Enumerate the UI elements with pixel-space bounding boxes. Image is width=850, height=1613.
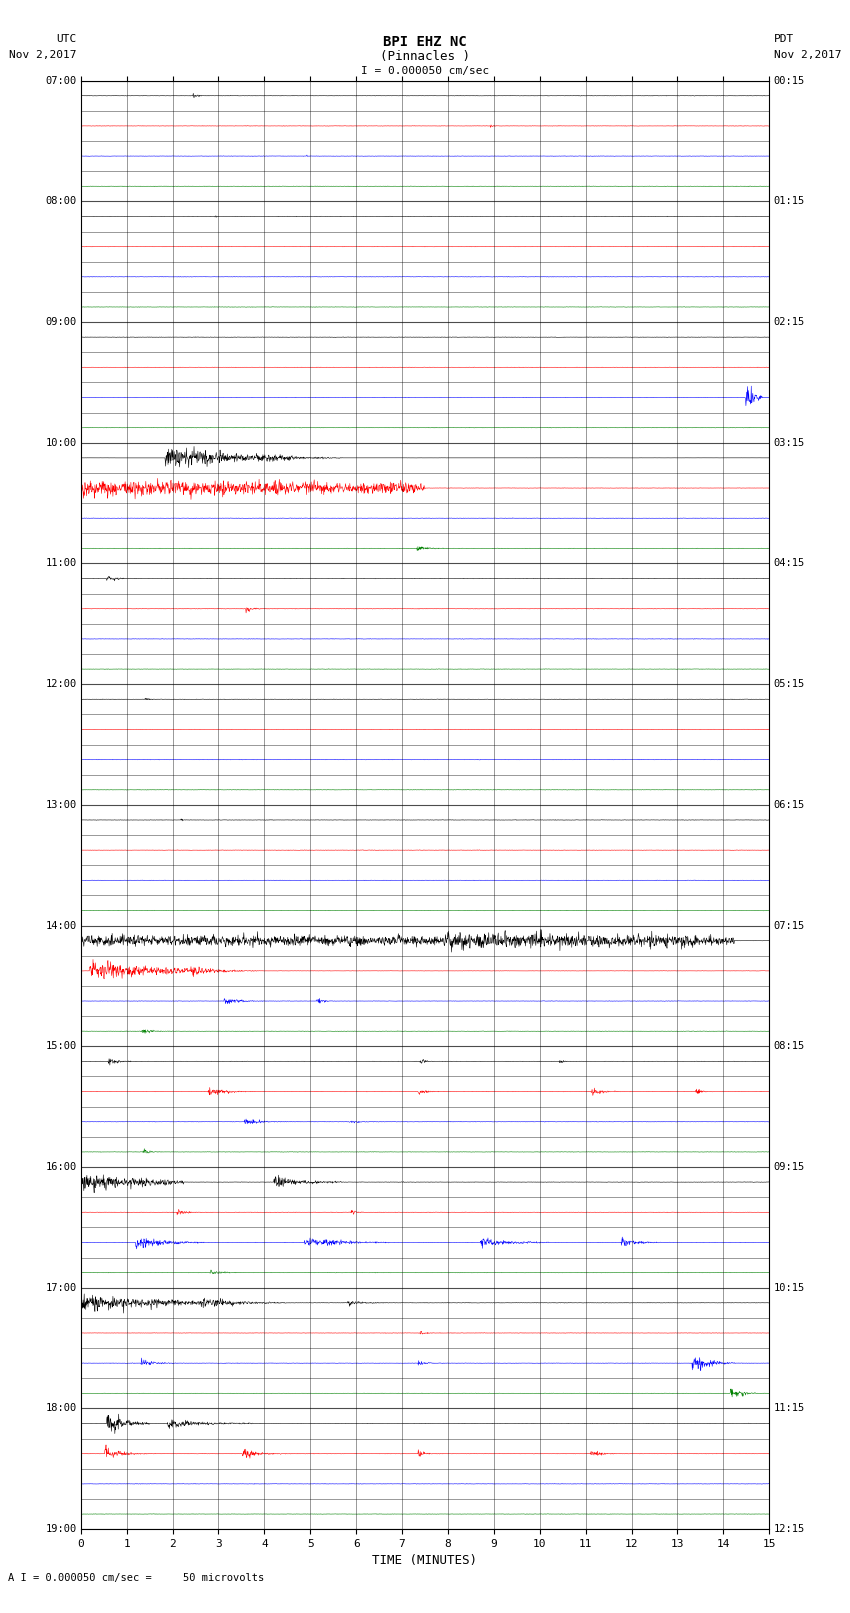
Text: BPI EHZ NC: BPI EHZ NC <box>383 35 467 48</box>
Text: 13:00: 13:00 <box>45 800 76 810</box>
Text: 06:15: 06:15 <box>774 800 805 810</box>
Text: Nov 2,2017: Nov 2,2017 <box>9 50 76 60</box>
Text: 02:15: 02:15 <box>774 318 805 327</box>
Text: 07:00: 07:00 <box>45 76 76 85</box>
Text: Nov 2,2017: Nov 2,2017 <box>774 50 841 60</box>
Text: 17:00: 17:00 <box>45 1282 76 1292</box>
Text: 08:00: 08:00 <box>45 197 76 206</box>
Text: 12:15: 12:15 <box>774 1524 805 1534</box>
X-axis label: TIME (MINUTES): TIME (MINUTES) <box>372 1555 478 1568</box>
Text: PDT: PDT <box>774 34 794 44</box>
Text: 15:00: 15:00 <box>45 1042 76 1052</box>
Text: 10:00: 10:00 <box>45 437 76 448</box>
Text: 12:00: 12:00 <box>45 679 76 689</box>
Text: A I = 0.000050 cm/sec =     50 microvolts: A I = 0.000050 cm/sec = 50 microvolts <box>8 1573 264 1582</box>
Text: 19:00: 19:00 <box>45 1524 76 1534</box>
Text: 10:15: 10:15 <box>774 1282 805 1292</box>
Text: 03:15: 03:15 <box>774 437 805 448</box>
Text: 07:15: 07:15 <box>774 921 805 931</box>
Text: 14:00: 14:00 <box>45 921 76 931</box>
Text: 01:15: 01:15 <box>774 197 805 206</box>
Text: 09:00: 09:00 <box>45 318 76 327</box>
Text: 18:00: 18:00 <box>45 1403 76 1413</box>
Text: 00:15: 00:15 <box>774 76 805 85</box>
Text: 05:15: 05:15 <box>774 679 805 689</box>
Text: UTC: UTC <box>56 34 76 44</box>
Text: 16:00: 16:00 <box>45 1161 76 1173</box>
Text: 11:00: 11:00 <box>45 558 76 568</box>
Text: 08:15: 08:15 <box>774 1042 805 1052</box>
Text: 11:15: 11:15 <box>774 1403 805 1413</box>
Text: 09:15: 09:15 <box>774 1161 805 1173</box>
Text: 04:15: 04:15 <box>774 558 805 568</box>
Text: (Pinnacles ): (Pinnacles ) <box>380 50 470 63</box>
Text: I = 0.000050 cm/sec: I = 0.000050 cm/sec <box>361 66 489 76</box>
